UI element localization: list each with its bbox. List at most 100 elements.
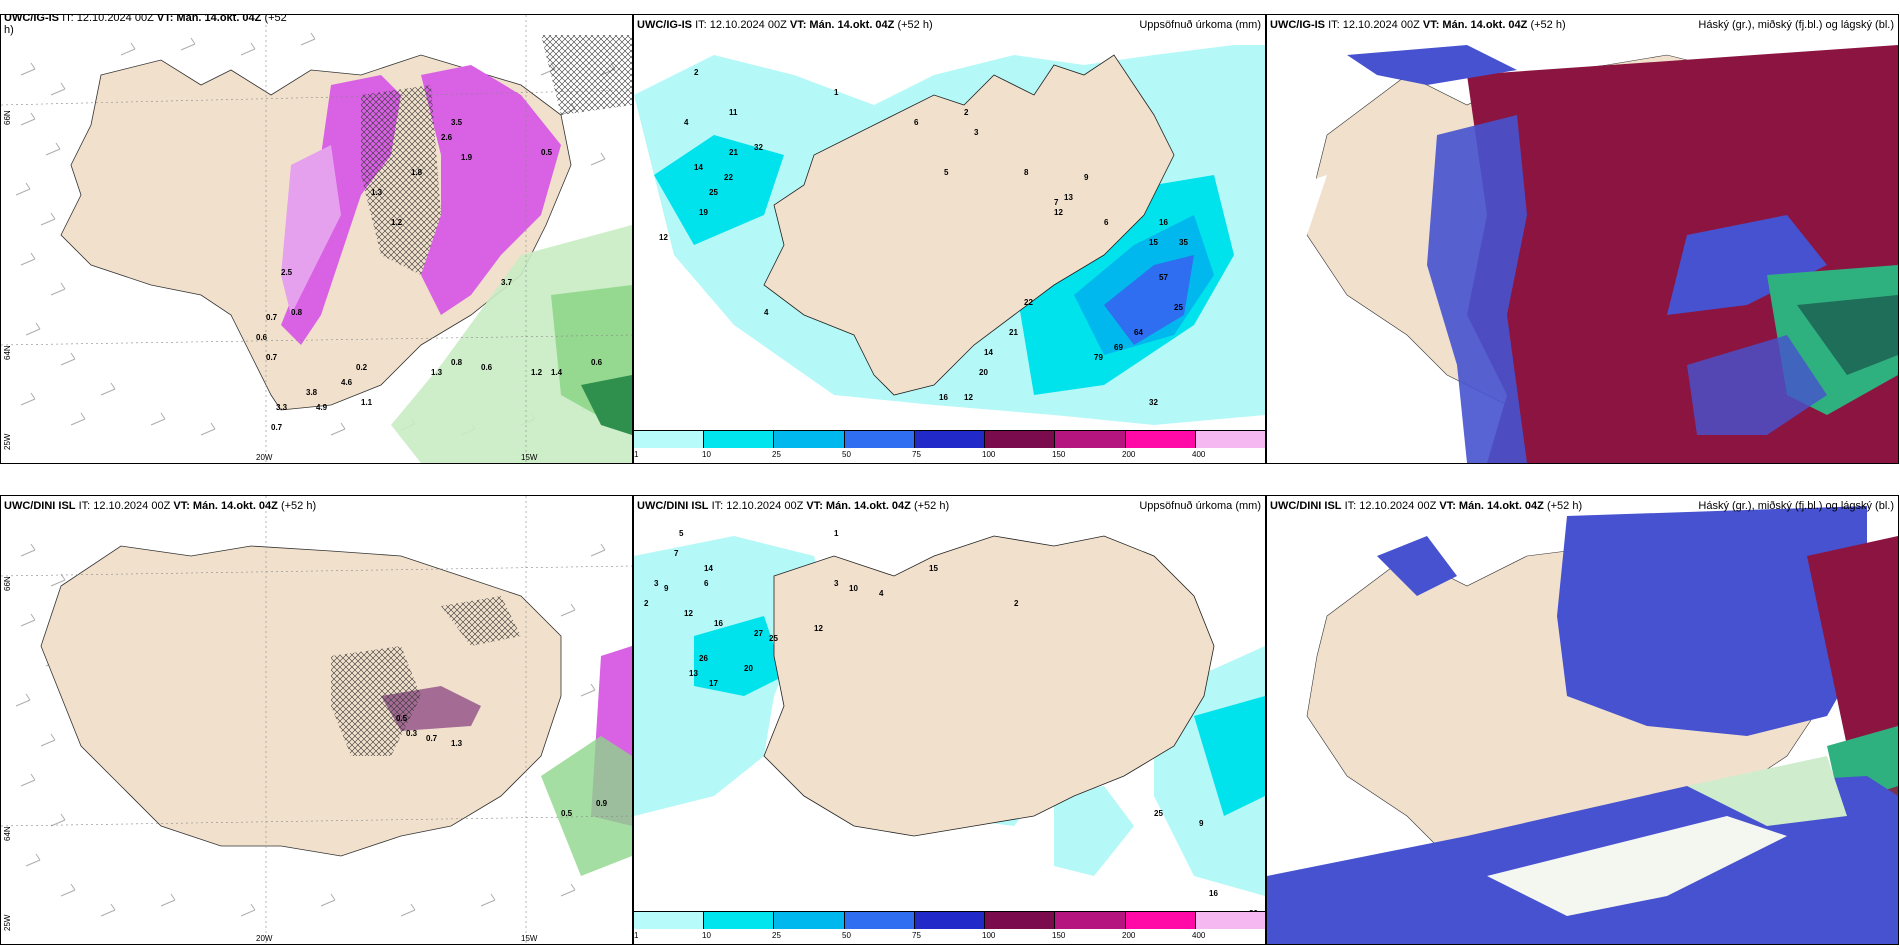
- svg-text:1.2: 1.2: [391, 218, 403, 227]
- map-top-left: 0.7 0.6 0.7 0.8 2.5 1.8 1.9 2.6 3.5 1.3 …: [1, 15, 632, 463]
- panel-title: UWC/DINI ISL IT: 12.10.2024 00Z VT: Mán.…: [1270, 500, 1583, 512]
- lat-label-64n: 64N: [3, 345, 12, 360]
- svg-text:3: 3: [654, 579, 659, 588]
- svg-text:12: 12: [684, 609, 693, 618]
- panel-variable: Uppsöfnuð úrkoma (mm): [1139, 19, 1261, 31]
- svg-text:25: 25: [1154, 809, 1163, 818]
- panel-bot-right: UWC/DINI ISL IT: 12.10.2024 00Z VT: Mán.…: [1266, 495, 1899, 945]
- svg-text:11: 11: [729, 108, 738, 117]
- svg-text:0.6: 0.6: [256, 333, 268, 342]
- panel-bot-left: 0.5 0.3 0.7 1.3 0.5 0.9 UWC/DINI ISL IT: 12.…: [0, 495, 633, 945]
- svg-text:3: 3: [974, 128, 979, 137]
- lat-label-64n: 64N: [3, 826, 12, 841]
- iceland-land: [763, 54, 1175, 396]
- svg-text:35: 35: [1179, 238, 1188, 247]
- svg-text:1.8: 1.8: [411, 168, 423, 177]
- svg-text:14: 14: [694, 163, 703, 172]
- svg-text:25: 25: [769, 634, 778, 643]
- svg-text:4.6: 4.6: [341, 378, 353, 387]
- svg-text:12: 12: [964, 393, 973, 402]
- svg-text:26: 26: [699, 654, 708, 663]
- svg-text:1.3: 1.3: [451, 739, 463, 748]
- svg-text:4.9: 4.9: [316, 403, 328, 412]
- svg-text:16: 16: [714, 619, 723, 628]
- colorbar-bin: [634, 431, 705, 448]
- svg-text:2: 2: [964, 108, 969, 117]
- panel-variable: Uppsöfnuð úrkoma (mm): [1139, 500, 1261, 512]
- svg-text:0.7: 0.7: [426, 734, 438, 743]
- svg-text:2: 2: [1014, 599, 1019, 608]
- svg-text:2: 2: [694, 68, 699, 77]
- lat-label-66n: 66N: [3, 576, 12, 591]
- svg-text:16: 16: [1209, 889, 1218, 898]
- svg-text:20: 20: [979, 368, 988, 377]
- svg-text:10: 10: [849, 584, 858, 593]
- panel-title: UWC/DINI ISL IT: 12.10.2024 00Z VT: Mán.…: [4, 500, 317, 512]
- lat-label-25w: 25W: [3, 914, 12, 931]
- svg-text:12: 12: [1054, 208, 1063, 217]
- svg-text:3.3: 3.3: [276, 403, 288, 412]
- svg-text:32: 32: [754, 143, 763, 152]
- svg-text:6: 6: [1104, 218, 1109, 227]
- panel-top-right: UWC/IG-IS IT: 12.10.2024 00Z VT: Mán. 14…: [1266, 14, 1899, 464]
- svg-text:7: 7: [674, 549, 679, 558]
- svg-text:1.2: 1.2: [531, 368, 543, 377]
- panel-title: UWC/IG-IS IT: 12.10.2024 00Z VT: Mán. 14…: [4, 14, 287, 36]
- panel-title: UWC/DINI ISL IT: 12.10.2024 00Z VT: Mán.…: [637, 500, 950, 512]
- colorbar-bin: [844, 912, 915, 929]
- svg-text:3.5: 3.5: [451, 118, 463, 127]
- colorbar-bin: [1055, 912, 1126, 929]
- svg-text:64: 64: [1134, 328, 1143, 337]
- svg-text:6: 6: [914, 118, 919, 127]
- svg-text:5: 5: [944, 168, 949, 177]
- svg-text:1.1: 1.1: [361, 398, 373, 407]
- colorbar-labels: 1 10 25 50 75 100 150 200 400: [634, 931, 1206, 940]
- colorbar-bin: [774, 431, 845, 448]
- svg-text:16: 16: [939, 393, 948, 402]
- colorbar-bin: [985, 431, 1056, 448]
- svg-text:1.3: 1.3: [371, 188, 383, 197]
- colorbar: [634, 911, 1265, 929]
- svg-text:1.3: 1.3: [431, 368, 443, 377]
- colorbar-bin: [1125, 912, 1196, 929]
- svg-text:2: 2: [644, 599, 649, 608]
- panel-variable: Háský (gr.), miðský (fj.bl.) og lágský (…: [1698, 500, 1894, 512]
- colorbar-bin: [774, 912, 845, 929]
- svg-text:15: 15: [1149, 238, 1158, 247]
- colorbar-bin: [1125, 431, 1196, 448]
- lon-label-20w: 20W: [256, 934, 273, 943]
- svg-text:9: 9: [1084, 173, 1089, 182]
- colorbar-bin: [1195, 431, 1265, 448]
- precip-values-bot-left: 0.5 0.3 0.7 1.3 0.5 0.9: [396, 714, 608, 818]
- svg-text:57: 57: [1159, 273, 1168, 282]
- svg-text:3.8: 3.8: [306, 388, 318, 397]
- map-top-right: [1267, 45, 1898, 463]
- svg-text:22: 22: [724, 173, 733, 182]
- svg-text:27: 27: [754, 629, 763, 638]
- svg-text:12: 12: [659, 233, 668, 242]
- panel-top-left: 0.7 0.6 0.7 0.8 2.5 1.8 1.9 2.6 3.5 1.3 …: [0, 14, 633, 464]
- panel-title: UWC/IG-IS IT: 12.10.2024 00Z VT: Mán. 14…: [1270, 19, 1566, 31]
- svg-text:0.2: 0.2: [356, 363, 368, 372]
- colorbar-bin: [985, 912, 1056, 929]
- svg-text:1: 1: [834, 88, 839, 97]
- colorbar: [634, 430, 1265, 448]
- colorbar-bin: [914, 431, 986, 448]
- colorbar-bin: [704, 912, 775, 929]
- svg-text:7: 7: [1054, 198, 1059, 207]
- svg-text:8: 8: [1024, 168, 1029, 177]
- svg-text:1.4: 1.4: [551, 368, 563, 377]
- svg-text:0.9: 0.9: [596, 799, 608, 808]
- svg-text:1.9: 1.9: [461, 153, 473, 162]
- value-label: 0.7: [266, 313, 278, 322]
- svg-text:17: 17: [709, 679, 718, 688]
- svg-text:13: 13: [689, 669, 698, 678]
- svg-text:2.6: 2.6: [441, 133, 453, 142]
- panel-title: UWC/IG-IS IT: 12.10.2024 00Z VT: Mán. 14…: [637, 19, 933, 31]
- lon-label-20w: 20W: [256, 453, 273, 462]
- svg-text:0.5: 0.5: [396, 714, 408, 723]
